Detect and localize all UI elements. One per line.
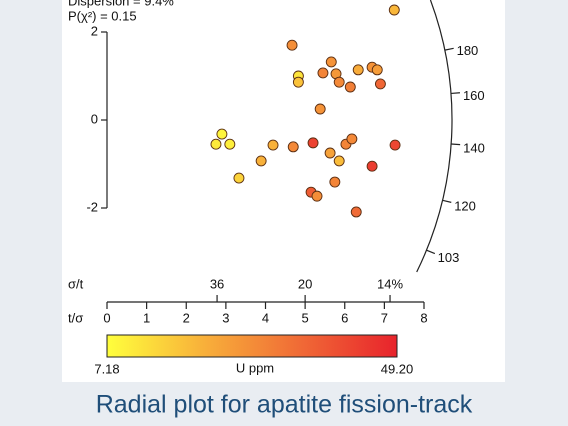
radial-arc — [416, 0, 453, 273]
radial-tick-label: 160 — [463, 88, 485, 103]
colorbar — [106, 334, 398, 358]
x-tick-label: 6 — [341, 310, 348, 325]
data-point — [286, 39, 298, 51]
colorbar-tick-label: 7.18 — [94, 361, 119, 376]
data-point — [329, 176, 341, 188]
x-tick-label: 8 — [420, 310, 427, 325]
radial-tick-label: 140 — [463, 140, 485, 155]
x-tick-label: 0 — [103, 310, 110, 325]
data-point — [352, 64, 364, 76]
x-tick-label: 3 — [222, 310, 229, 325]
y-tick-label: 2 — [91, 23, 98, 38]
radial-tick-label: 180 — [457, 43, 479, 58]
caption: Radial plot for apatite fission-track — [96, 391, 473, 419]
x-tick-label: 5 — [302, 310, 309, 325]
x2-axis-label: σ/t — [68, 276, 84, 291]
dispersion: Dispersion = 9.4% — [68, 0, 174, 8]
y-tick-label: -2 — [86, 199, 98, 214]
data-point — [224, 138, 236, 150]
data-point — [255, 155, 267, 167]
colorbar-tick-label: 49.20 — [381, 361, 414, 376]
data-point — [344, 81, 356, 93]
y-tick-label: 0 — [91, 111, 98, 126]
x2-tick-label: 36 — [210, 276, 224, 291]
data-point — [371, 64, 383, 76]
p-value: P(χ²) = 0.15 — [68, 8, 137, 23]
data-point — [350, 206, 362, 218]
x-tick-label: 4 — [262, 310, 269, 325]
data-point — [216, 128, 228, 140]
data-point — [333, 155, 345, 167]
radial-tick-label: 103 — [438, 250, 460, 265]
x2-tick-label: 14% — [377, 276, 403, 291]
data-point — [388, 4, 400, 16]
data-point — [366, 160, 378, 172]
data-point — [346, 133, 358, 145]
x2-tick-label: 20 — [298, 276, 312, 291]
radial-tick-label: 120 — [454, 199, 476, 214]
figure-panel — [62, 0, 505, 382]
data-point — [210, 138, 222, 150]
data-point — [267, 139, 279, 151]
radial-tick — [450, 92, 460, 95]
data-point — [311, 190, 323, 202]
x-tick-label: 7 — [381, 310, 388, 325]
data-point — [307, 137, 319, 149]
data-point — [374, 78, 386, 90]
radial-tick — [442, 199, 452, 203]
x-tick-label: 2 — [183, 310, 190, 325]
data-point — [333, 76, 345, 88]
data-point — [324, 147, 336, 159]
data-point — [389, 139, 401, 151]
radial-tick — [451, 143, 461, 146]
data-point — [325, 56, 337, 68]
radial-tick — [444, 47, 454, 51]
x-tick-label: 1 — [143, 310, 150, 325]
data-point — [287, 141, 299, 153]
data-point — [292, 76, 304, 88]
data-point — [314, 103, 326, 115]
colorbar-label: U ppm — [236, 360, 274, 375]
x-axis-label: t/σ — [68, 310, 83, 325]
data-point — [317, 67, 329, 79]
radial-tick — [426, 249, 436, 255]
data-point — [233, 172, 245, 184]
